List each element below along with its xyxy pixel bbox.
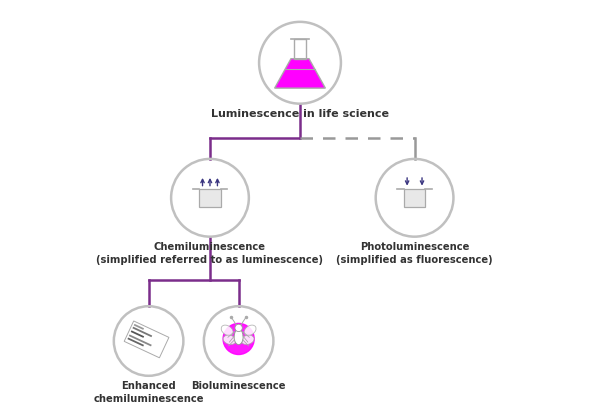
Ellipse shape <box>223 335 236 344</box>
Ellipse shape <box>241 335 254 344</box>
FancyBboxPatch shape <box>133 327 152 337</box>
Text: Enhanced
chemiluminescence: Enhanced chemiluminescence <box>94 381 204 404</box>
Circle shape <box>235 324 242 332</box>
Text: Chemiluminescence
(simplified referred to as luminescence): Chemiluminescence (simplified referred t… <box>97 241 323 265</box>
Ellipse shape <box>234 329 243 345</box>
Text: Photoluminescence
(simplified as fluorescence): Photoluminescence (simplified as fluores… <box>336 241 493 265</box>
FancyBboxPatch shape <box>404 190 425 206</box>
FancyBboxPatch shape <box>134 324 144 330</box>
Ellipse shape <box>221 325 233 336</box>
FancyBboxPatch shape <box>124 321 169 358</box>
Circle shape <box>223 323 254 354</box>
Text: Luminescence in life science: Luminescence in life science <box>211 109 389 119</box>
Polygon shape <box>294 39 306 59</box>
FancyBboxPatch shape <box>199 190 221 206</box>
FancyBboxPatch shape <box>131 330 144 338</box>
Polygon shape <box>275 59 325 88</box>
FancyBboxPatch shape <box>127 337 144 346</box>
Text: Bioluminescence: Bioluminescence <box>191 381 286 391</box>
Ellipse shape <box>244 325 256 336</box>
FancyBboxPatch shape <box>129 335 152 346</box>
